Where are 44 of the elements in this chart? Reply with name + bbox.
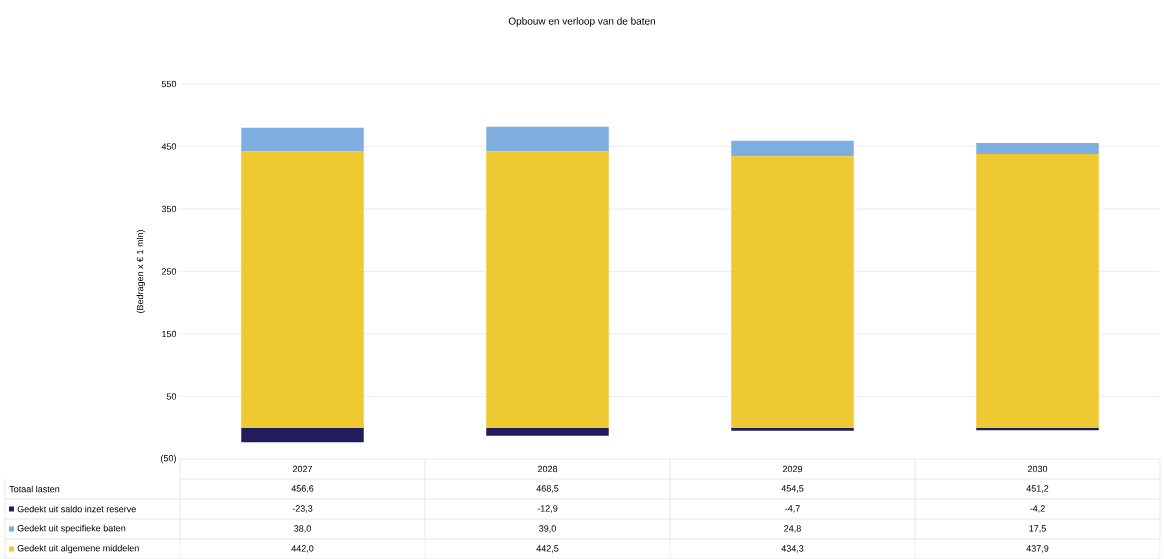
y-tick-label: 250: [161, 268, 177, 275]
y-tick-label: (50): [161, 454, 176, 464]
x-tick-label: 2029: [782, 465, 803, 473]
data-label: -4,2: [1030, 505, 1045, 513]
chart-title: Opbouw en verloop van de baten: [508, 17, 655, 27]
data-label: 24,8: [784, 525, 801, 533]
x-tick-label: 2030: [1027, 465, 1048, 473]
bar: [976, 154, 1099, 428]
legend-label: Gedekt uit saldo inzet reserve: [17, 505, 136, 513]
y-tick-label: 50: [166, 393, 177, 400]
y-tick-label: 150: [162, 330, 177, 338]
y-tick-label: 550: [161, 80, 177, 88]
text: Totaal lasten: [9, 485, 60, 493]
bar: [486, 427, 609, 436]
data-label: 442,5: [536, 545, 559, 553]
data-label: -23,3: [292, 505, 313, 513]
data-label: 17,5: [1029, 525, 1046, 533]
data-label: 434,3: [781, 545, 804, 553]
data-label: -12,9: [537, 505, 558, 513]
x-tick-label: 2028: [537, 465, 558, 473]
bar: [241, 127, 364, 152]
x-tick-label: 2027: [292, 465, 313, 473]
bar: [731, 427, 854, 431]
bar: [731, 140, 854, 157]
data-label: 39,0: [539, 525, 556, 533]
legend-label: Gedekt uit algemene middelen: [17, 544, 139, 554]
data-label: 437,9: [1026, 545, 1049, 553]
bar: [731, 156, 854, 428]
legend-label: Gedekt uit specifieke baten: [17, 524, 126, 534]
text: 468,5: [536, 485, 559, 493]
bar: [486, 151, 609, 428]
bar: [486, 126, 609, 152]
data-label: 442,0: [291, 545, 314, 553]
text: 454,5: [781, 485, 804, 493]
data-label: 38,0: [294, 525, 311, 533]
text: 456,6: [291, 485, 314, 493]
bar: [241, 151, 364, 428]
text: 451,2: [1026, 485, 1049, 493]
bar: [241, 427, 364, 443]
data-label: -4,7: [785, 505, 800, 513]
bar: [976, 143, 1099, 155]
y-axis-title: (Bedragen x € 1 mln): [136, 230, 146, 313]
y-tick-label: 450: [161, 143, 177, 150]
y-tick-label: 350: [161, 205, 177, 213]
